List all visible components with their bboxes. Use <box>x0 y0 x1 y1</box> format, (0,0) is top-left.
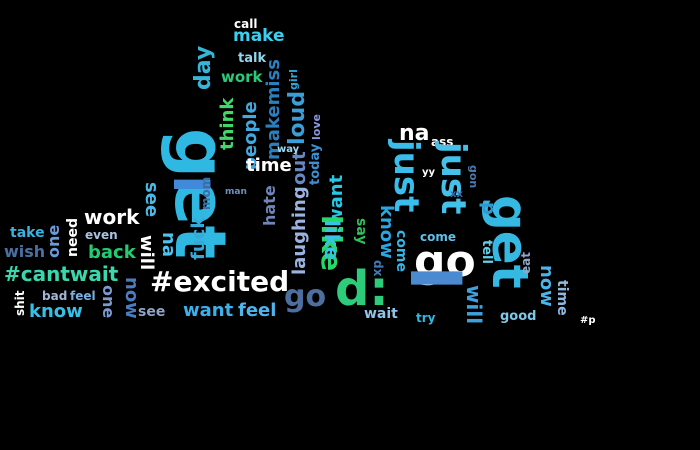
word-want-mid: want <box>183 300 234 321</box>
word-hate: hate <box>260 185 279 226</box>
word-xx: xx <box>450 189 463 200</box>
word-just-right: just <box>433 142 473 215</box>
word-good: good <box>500 309 537 324</box>
word-say: say <box>353 218 369 245</box>
word-take: take <box>10 225 45 241</box>
word-way: way <box>277 144 300 155</box>
word-need: need <box>65 218 81 257</box>
word-see-mid: see <box>138 304 166 320</box>
word-one-mid: one <box>99 285 118 319</box>
word-ass: ass <box>431 135 454 149</box>
word-na-left: na <box>158 232 179 257</box>
word-time-right: time <box>554 280 570 316</box>
word-will-right: will <box>462 285 486 325</box>
word-hash-p: #p <box>580 315 596 326</box>
word-feel-mid: feel <box>238 300 277 321</box>
word-shit: shit <box>13 290 27 316</box>
word-make: make <box>233 26 285 46</box>
word-man: man <box>225 187 247 197</box>
word-girl: girl <box>287 69 300 90</box>
word-today: today <box>308 143 323 185</box>
word-come-right: come <box>420 230 456 244</box>
word-p: p <box>478 202 499 215</box>
word-I-big: I <box>394 265 476 292</box>
word-cantwait: #cantwait <box>4 262 119 286</box>
word-dx: dx <box>371 260 385 277</box>
word-talk: talk <box>238 51 267 66</box>
word-go-mid: go <box>284 279 327 314</box>
word-mom: mom <box>199 176 213 210</box>
word-na-top: na <box>399 121 430 146</box>
word-bad-feel: bad <box>42 289 68 303</box>
word-call: call <box>234 17 258 31</box>
word-just-top: just <box>386 140 426 213</box>
word-tell: tell <box>479 240 494 264</box>
word-day: day <box>191 45 216 90</box>
word-go-white: go <box>414 236 476 287</box>
word-laughing: laughing <box>289 186 310 275</box>
word-now-right: now <box>536 265 557 307</box>
word-wish: wish <box>4 242 46 261</box>
word-gon: gon <box>467 165 480 189</box>
word-d-colon: d: <box>335 261 389 317</box>
word-feel-small: feel <box>70 289 96 303</box>
word-fuck: fuck <box>188 216 209 260</box>
word-one-left: one <box>44 224 63 258</box>
word-time: time <box>246 155 292 176</box>
word-wait: wait <box>364 306 398 322</box>
word-out: out <box>289 151 310 185</box>
word-loud: loud <box>285 90 310 145</box>
word-try: try <box>416 311 436 325</box>
word-like-mid: like <box>320 220 344 261</box>
word-know-left: know <box>29 301 83 322</box>
word-work-white: work <box>84 205 140 229</box>
word-work: work <box>221 68 263 86</box>
word-yy: yy <box>422 167 436 178</box>
word-back: back <box>88 242 136 263</box>
word-even: even <box>85 228 118 242</box>
word-see-left: see <box>141 182 162 218</box>
word-love: love <box>310 114 323 140</box>
word-eat: eat <box>519 252 533 274</box>
word-excited: #excited <box>150 265 290 298</box>
